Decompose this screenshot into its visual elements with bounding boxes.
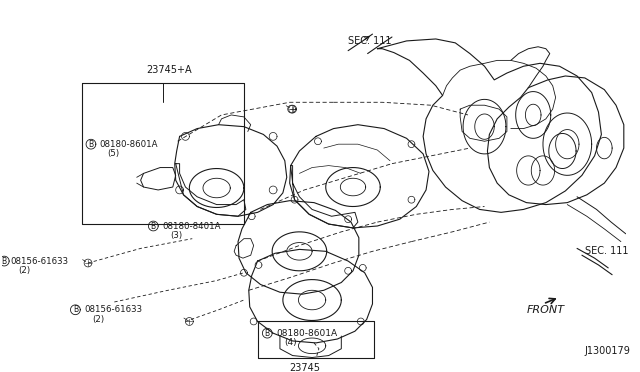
Text: SEC. 111: SEC. 111 — [348, 36, 392, 46]
Text: B: B — [265, 328, 270, 338]
Text: (4): (4) — [284, 339, 296, 347]
Text: 08156-61633: 08156-61633 — [10, 257, 68, 266]
Text: 23745: 23745 — [289, 363, 320, 372]
Text: B: B — [88, 140, 93, 149]
Text: 23745+A: 23745+A — [147, 65, 192, 75]
Text: B: B — [73, 305, 78, 314]
Text: SEC. 111: SEC. 111 — [585, 246, 628, 256]
Text: J1300179: J1300179 — [585, 346, 630, 356]
Text: B: B — [151, 221, 156, 231]
Text: FRONT: FRONT — [526, 305, 564, 315]
Text: (2): (2) — [18, 266, 30, 275]
Text: 08180-8601A: 08180-8601A — [276, 328, 337, 338]
Text: (5): (5) — [108, 150, 120, 158]
Text: 08180-8601A: 08180-8601A — [100, 140, 158, 149]
Text: 08156-61633: 08156-61633 — [84, 305, 142, 314]
Text: (3): (3) — [170, 231, 182, 240]
Text: 08180-8401A: 08180-8401A — [162, 221, 221, 231]
Text: B: B — [2, 257, 7, 266]
Text: (2): (2) — [92, 315, 104, 324]
